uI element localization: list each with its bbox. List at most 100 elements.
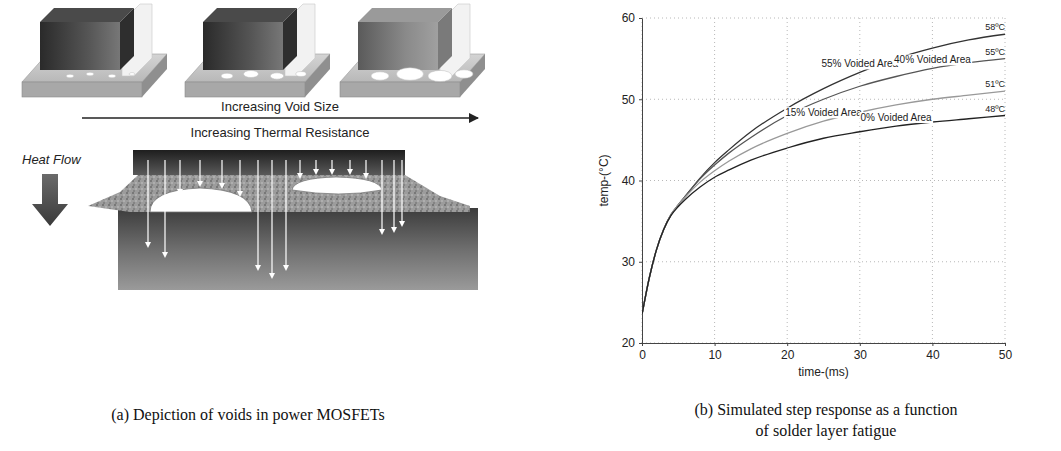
void [244, 71, 259, 78]
grid-line-y [642, 18, 1005, 19]
base [118, 208, 478, 290]
y-tick-label: 60 [622, 11, 636, 25]
x-tick-mark [1005, 343, 1006, 346]
y-tick-label: 30 [622, 255, 636, 269]
y-tick-label: 40 [622, 174, 636, 188]
y-tick-label: 50 [622, 93, 636, 107]
plot-background [642, 18, 1005, 343]
chip-front [358, 22, 438, 70]
x-tick-label: 10 [708, 348, 722, 362]
heat-arrow [285, 160, 286, 268]
y-tick-mark [639, 181, 642, 182]
x-tick: 50 [999, 343, 1013, 362]
x-tick-mark [932, 343, 933, 346]
y-tick: 20 [622, 336, 642, 350]
series-name-label: 0% Voided Area [861, 112, 933, 123]
x-tick-label: 50 [999, 348, 1013, 362]
end-label: 58ºC [985, 22, 1005, 32]
void [292, 177, 382, 194]
chip-side [120, 8, 134, 70]
y-tick-mark [639, 262, 642, 263]
heat-flow-arrow [32, 174, 68, 226]
chip-side [283, 8, 297, 70]
y-axis-line [642, 19, 643, 344]
heat-arrow [393, 160, 394, 230]
package [22, 4, 167, 97]
heat-arrow [381, 160, 382, 232]
series-line [642, 91, 1005, 314]
x-tick-label: 30 [854, 348, 868, 362]
x-tick-label: 20 [781, 348, 795, 362]
grid-line-y [642, 343, 1005, 344]
y-tick: 40 [622, 174, 642, 188]
y-tick-label: 20 [622, 336, 636, 350]
heat-arrow [365, 160, 366, 176]
heat-arrow [179, 160, 180, 192]
void [455, 70, 473, 78]
heat-arrow [315, 160, 316, 172]
chip-side [438, 8, 452, 70]
x-tick: 20 [781, 343, 795, 362]
void [296, 72, 307, 77]
end-label: 51ºC [985, 79, 1005, 89]
x-tick-label: 0 [639, 348, 646, 362]
x-axis-title: time-(ms) [798, 365, 849, 379]
increase-arrow [82, 117, 478, 119]
void [221, 73, 233, 79]
heat-flow-label: Heat Flow [22, 152, 82, 167]
chip-top [40, 8, 134, 22]
heat-arrow [401, 160, 402, 224]
x-tick-label: 40 [926, 348, 940, 362]
die [133, 150, 405, 175]
package [340, 4, 485, 97]
y-tick: 30 [622, 255, 642, 269]
substrate-front [340, 82, 460, 97]
heat-arrow [331, 160, 332, 172]
arrow-label: Increasing Thermal Resistance [191, 125, 370, 140]
substrate-front [22, 82, 142, 97]
cross-section [88, 150, 478, 290]
y-tick: 50 [622, 93, 642, 107]
heat-arrow [299, 160, 300, 176]
series-line [642, 59, 1005, 315]
x-tick-mark [715, 343, 716, 346]
heat-arrow [239, 160, 240, 194]
chart-panel: 0 10 20 30 40 50 20 30 40 50 60 time-(ms) temp-(°C) 5… [597, 11, 1012, 440]
x-tick: 10 [708, 343, 722, 362]
grid-line-x [932, 18, 933, 343]
x-tick: 0 [639, 343, 646, 362]
substrate-front [185, 82, 305, 97]
x-axis: 0 10 20 30 40 50 [639, 343, 1012, 362]
x-tick-mark [860, 343, 861, 346]
y-axis: 20 30 40 50 60 [622, 11, 643, 350]
figure: Increasing Void Size Increasing Thermal R… [0, 0, 1061, 451]
y-axis-title: temp-(°C) [597, 154, 611, 206]
solder-layer [88, 175, 470, 212]
void [66, 74, 74, 78]
void [428, 70, 452, 81]
grid-line-y [642, 180, 1005, 181]
heat-arrow [199, 160, 200, 184]
diagram-panel: Increasing Void Size Increasing Thermal R… [22, 4, 485, 424]
series-labels: 55% Voided Area58ºC40% Voided Area55ºC15… [784, 22, 1005, 123]
plot-lines [642, 34, 1005, 314]
grid [642, 18, 1005, 343]
x-axis-line [643, 343, 1006, 344]
heat-arrow [147, 160, 148, 245]
caption: (a) Depiction of voids in power MOSFETs [111, 406, 385, 424]
end-label: 48ºC [985, 104, 1005, 114]
grid-line-y [642, 261, 1005, 262]
y-tick: 60 [622, 11, 642, 25]
x-tick: 30 [854, 343, 868, 362]
arrow-label: Increasing Void Size [221, 99, 339, 114]
caption: (b) Simulated step response as a functio… [694, 401, 957, 419]
void [108, 74, 116, 78]
chip-top [358, 8, 452, 22]
y-tick-mark [639, 343, 642, 344]
series-name-label: 15% Voided Area [785, 107, 862, 118]
y-tick-mark [639, 99, 642, 100]
heat-arrow [257, 160, 258, 268]
void [86, 72, 94, 76]
heat-arrow [271, 160, 272, 276]
series-line [642, 116, 1005, 315]
